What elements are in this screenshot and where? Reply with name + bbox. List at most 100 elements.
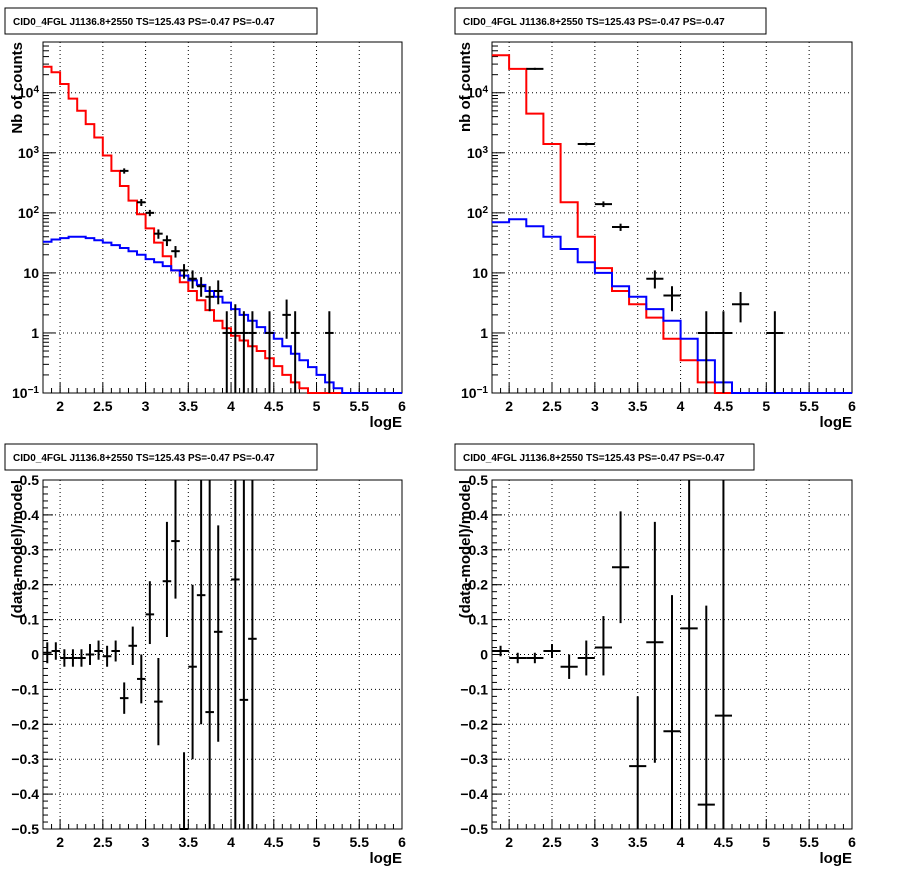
top-left-y-axis-label: Nb of counts bbox=[9, 42, 26, 134]
bottom-right-ytick-label: 0.3 bbox=[469, 542, 489, 558]
top-left-xtick-label: 5 bbox=[313, 398, 321, 414]
top-left-ytick-base: 10 bbox=[18, 205, 34, 221]
top-left-x-axis-label: logE bbox=[370, 414, 403, 431]
bottom-left-title: CID0_4FGL J1136.8+2550 TS=125.43 PS=-0.4… bbox=[13, 453, 275, 464]
top-left-ytick-exp: 2 bbox=[33, 204, 39, 215]
bottom-right-ytick-label: −0.2 bbox=[460, 716, 488, 732]
bottom-left-ytick-label: −0.2 bbox=[11, 716, 39, 732]
top-left-ytick-exp: 4 bbox=[33, 84, 39, 95]
bottom-left-xtick-label: 6 bbox=[398, 834, 406, 850]
bottom-right-ytick-label: 0.4 bbox=[469, 507, 489, 523]
top-left-xtick-label: 4 bbox=[227, 398, 235, 414]
top-left-title: CID0_4FGL J1136.8+2550 TS=125.43 PS=-0.4… bbox=[13, 17, 275, 28]
top-right-model-source-series bbox=[492, 218, 852, 394]
bottom-right-xtick-label: 6 bbox=[848, 834, 856, 850]
top-right-panel: 2 2.5 3 3.5 4 4.5 5 5.5 610−1110102103104CID0_4F… bbox=[454, 7, 856, 431]
top-right-ytick-base: 10 bbox=[467, 205, 483, 221]
bottom-left-panel: 2 2.5 3 3.5 4 4.5 5 5.5 6 −0.5 −0.4 −0.3 −0.2 −0.1 0 0.… bbox=[4, 443, 406, 867]
top-right-ytick-exp: 4 bbox=[482, 84, 488, 95]
top-left-ytick-base: 10 bbox=[18, 85, 34, 101]
bottom-right-ytick-label: −0.4 bbox=[460, 786, 488, 802]
top-right-xtick-label: 6 bbox=[848, 398, 856, 414]
bottom-left-ytick-label: 0.4 bbox=[20, 507, 40, 523]
top-right-y-axis-label: nb of counts bbox=[457, 42, 474, 132]
bottom-right-ytick-label: 0 bbox=[480, 647, 488, 663]
bottom-left-ytick-label: 0.3 bbox=[20, 542, 40, 558]
top-left-xtick-label: 2.5 bbox=[93, 398, 113, 414]
bottom-left-ytick-label: 0.1 bbox=[20, 612, 40, 628]
bottom-left-y-axis-label: (data-model)/model bbox=[9, 480, 26, 618]
top-right-xtick-label: 3 bbox=[591, 398, 599, 414]
top-left-ytick-label: 10 bbox=[23, 265, 39, 281]
top-left-plot-frame bbox=[42, 41, 403, 394]
top-right-model-total-series bbox=[492, 54, 852, 394]
bottom-right-xtick-label: 3 bbox=[591, 834, 599, 850]
bottom-left-xtick-label: 3.5 bbox=[179, 834, 199, 850]
bottom-left-xtick-label: 3 bbox=[142, 834, 150, 850]
top-left-panel: 2 2.5 3 3.5 4 4.5 5 5.5 610−1110102103104CID0_4F… bbox=[4, 7, 406, 431]
top-left-xtick-label: 3.5 bbox=[179, 398, 199, 414]
bottom-right-title-box bbox=[454, 443, 755, 471]
bottom-right-xtick-label: 4 bbox=[677, 834, 685, 850]
top-left-title-box bbox=[4, 7, 318, 35]
bottom-right-x-axis-label: logE bbox=[820, 850, 853, 867]
top-right-ytick-base: 10 bbox=[467, 145, 483, 161]
bottom-left-ytick-label: 0.5 bbox=[20, 472, 40, 488]
top-right-title: CID0_4FGL J1136.8+2550 TS=125.43 PS=-0.4… bbox=[463, 17, 725, 28]
bottom-right-ytick-label: −0.5 bbox=[460, 821, 488, 837]
bottom-left-xtick-label: 4.5 bbox=[264, 834, 284, 850]
top-right-ytick-label: 104 bbox=[467, 84, 489, 101]
top-left-model-source-series bbox=[43, 235, 402, 394]
bottom-left-ytick-label: −0.1 bbox=[11, 681, 39, 697]
bottom-right-ytick-label: −0.1 bbox=[460, 681, 488, 697]
bottom-left-ytick-label: −0.5 bbox=[11, 821, 39, 837]
top-left-ytick-label: 104 bbox=[18, 84, 40, 101]
bottom-right-xtick-label: 5 bbox=[762, 834, 770, 850]
top-left-ytick-label: 103 bbox=[18, 144, 40, 161]
top-left-xtick-label: 5.5 bbox=[350, 398, 370, 414]
top-left-ytick-label: 102 bbox=[18, 204, 40, 221]
bottom-right-panel: 2 2.5 3 3.5 4 4.5 5 5.5 6 −0.5 −0.4 −0.3 −0.2 −0.1 0 0.… bbox=[454, 443, 856, 867]
bottom-right-title: CID0_4FGL J1136.8+2550 TS=125.43 PS=-0.4… bbox=[463, 453, 725, 464]
bottom-left-ytick-label: 0 bbox=[31, 647, 39, 663]
top-right-ytick-exp: −1 bbox=[477, 385, 489, 396]
bottom-right-xtick-label: 5.5 bbox=[799, 834, 819, 850]
bottom-right-xtick-label: 4.5 bbox=[714, 834, 734, 850]
top-right-ytick-label: 1 bbox=[480, 325, 488, 341]
top-right-ytick-label: 10 bbox=[472, 265, 488, 281]
bottom-left-ytick-label: 0.2 bbox=[20, 577, 40, 593]
bottom-left-ytick-label: −0.4 bbox=[11, 786, 39, 802]
top-left-ytick-label: 10−1 bbox=[12, 385, 39, 402]
bottom-right-ytick-label: −0.3 bbox=[460, 751, 488, 767]
top-left-xtick-label: 2 bbox=[56, 398, 64, 414]
bottom-left-plot-frame bbox=[42, 479, 403, 830]
bottom-right-xtick-label: 2.5 bbox=[542, 834, 562, 850]
top-right-ytick-base: 10 bbox=[461, 385, 477, 401]
top-right-xtick-label: 4 bbox=[677, 398, 685, 414]
top-right-ytick-exp: 2 bbox=[482, 204, 488, 215]
top-right-ytick-label: 10−1 bbox=[461, 385, 488, 402]
bottom-left-xtick-label: 5.5 bbox=[350, 834, 370, 850]
bottom-left-x-axis-label: logE bbox=[370, 850, 403, 867]
bottom-left-ytick-label: −0.3 bbox=[11, 751, 39, 767]
bottom-left-xtick-label: 2 bbox=[56, 834, 64, 850]
bottom-right-y-axis-label: (data-model)/model bbox=[457, 480, 474, 618]
top-left-ytick-label: 1 bbox=[31, 325, 39, 341]
top-left-ytick-base: 10 bbox=[18, 145, 34, 161]
top-right-xtick-label: 3.5 bbox=[628, 398, 648, 414]
bottom-left-title-box bbox=[4, 443, 318, 471]
top-right-x-axis-label: logE bbox=[820, 414, 853, 431]
top-right-xtick-label: 4.5 bbox=[714, 398, 734, 414]
top-right-ytick-exp: 3 bbox=[482, 144, 488, 155]
top-left-ytick-exp: −1 bbox=[28, 385, 40, 396]
top-left-xtick-label: 3 bbox=[142, 398, 150, 414]
top-right-xtick-label: 2.5 bbox=[542, 398, 562, 414]
top-right-xtick-label: 5 bbox=[762, 398, 770, 414]
top-left-ytick-exp: 3 bbox=[33, 144, 39, 155]
top-right-ytick-label: 102 bbox=[467, 204, 489, 221]
bottom-right-ytick-label: 0.2 bbox=[469, 577, 489, 593]
top-right-ytick-base: 10 bbox=[467, 85, 483, 101]
bottom-right-xtick-label: 2 bbox=[505, 834, 513, 850]
top-right-xtick-label: 2 bbox=[505, 398, 513, 414]
